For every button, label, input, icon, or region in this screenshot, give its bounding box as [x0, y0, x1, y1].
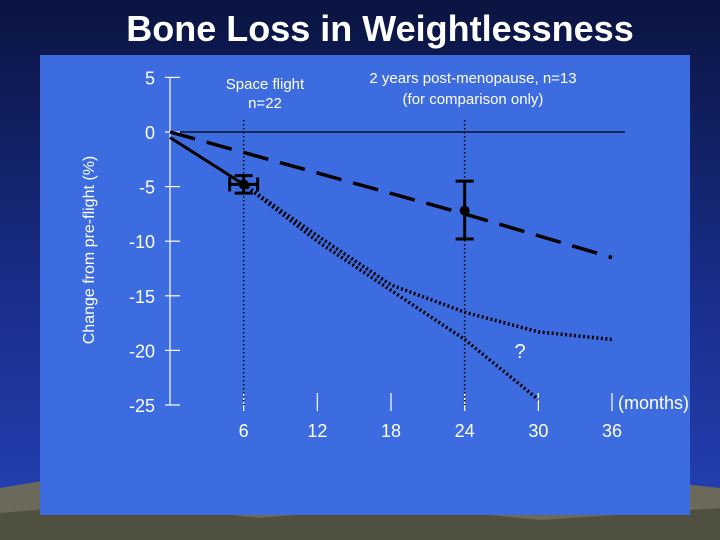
y-tick-label: -5: [139, 178, 155, 198]
x-tick-label: 30: [528, 421, 548, 441]
y-tick-label: 0: [145, 123, 155, 143]
x-tick-label: 12: [307, 421, 327, 441]
series-line-dotted: [242, 182, 613, 342]
series-lines: [169, 130, 613, 401]
y-tick-label: -10: [129, 232, 155, 252]
series-line-dotted: [242, 183, 540, 401]
y-tick-label: -15: [129, 287, 155, 307]
y-tick-label: 5: [145, 68, 155, 88]
series-line-solid: [169, 136, 245, 186]
y-tick-label: -20: [129, 341, 155, 361]
data-marks: [228, 174, 474, 241]
chart-labels: 5 0 -5 -10 -15 -20 -25 6 12 18 24 30 36 (months) Space…: [129, 68, 689, 441]
x-axis-label: (months): [618, 393, 689, 413]
menopause-note-label: (for comparison only): [403, 91, 544, 108]
x-tick-label: 36: [602, 421, 622, 441]
y-tick-label: -25: [129, 396, 155, 416]
axes: [165, 76, 625, 411]
x-tick-label: 6: [239, 421, 249, 441]
x-tick-label: 24: [455, 421, 475, 441]
series-line-dashed: [169, 130, 613, 260]
data-point: [459, 205, 470, 216]
spaceflight-label: Space flight: [226, 76, 305, 93]
menopause-label: 2 years post-menopause, n=13: [369, 70, 576, 87]
question-mark-label: ?: [514, 341, 525, 363]
x-tick-label: 18: [381, 421, 401, 441]
spaceflight-n-label: n=22: [248, 95, 282, 112]
slide-title: Bone Loss in Weightlessness: [126, 8, 634, 49]
